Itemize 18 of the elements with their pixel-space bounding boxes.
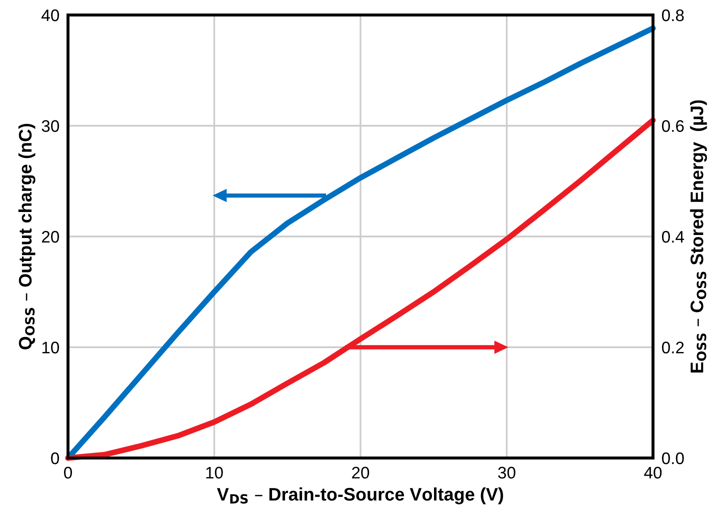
x-tick-label: 30 <box>498 466 516 479</box>
y-tick-label: 20 <box>42 230 60 243</box>
x-tick-label: 10 <box>206 466 223 479</box>
x-tick-label: 40 <box>644 466 662 479</box>
y2-tick-label: 0.2 <box>662 342 684 354</box>
y2-tick-label: 0.8 <box>662 9 684 22</box>
y2-axis-title: E$_{OSS}$ – C$_{OSS}$ Stored Energy (µJ) <box>690 100 707 373</box>
y2-tick-label: 0.0 <box>662 452 684 464</box>
x-tick-label: 0 <box>64 466 72 479</box>
y-tick-label: 0 <box>51 452 60 464</box>
y2-tick-label: 0.6 <box>662 120 684 132</box>
y2-tick-label: 0.4 <box>662 230 684 243</box>
y-tick-label: 40 <box>42 9 60 22</box>
y-tick-label: 30 <box>42 120 60 132</box>
y-axis-title: Q$_{OSS}$ – Output charge (nC) <box>18 124 36 350</box>
x-axis-title: V$_{DS}$ – Drain-to-Source Voltage (V) <box>216 487 504 504</box>
x-tick-label: 20 <box>352 466 370 479</box>
y-tick-label: 10 <box>42 342 60 354</box>
